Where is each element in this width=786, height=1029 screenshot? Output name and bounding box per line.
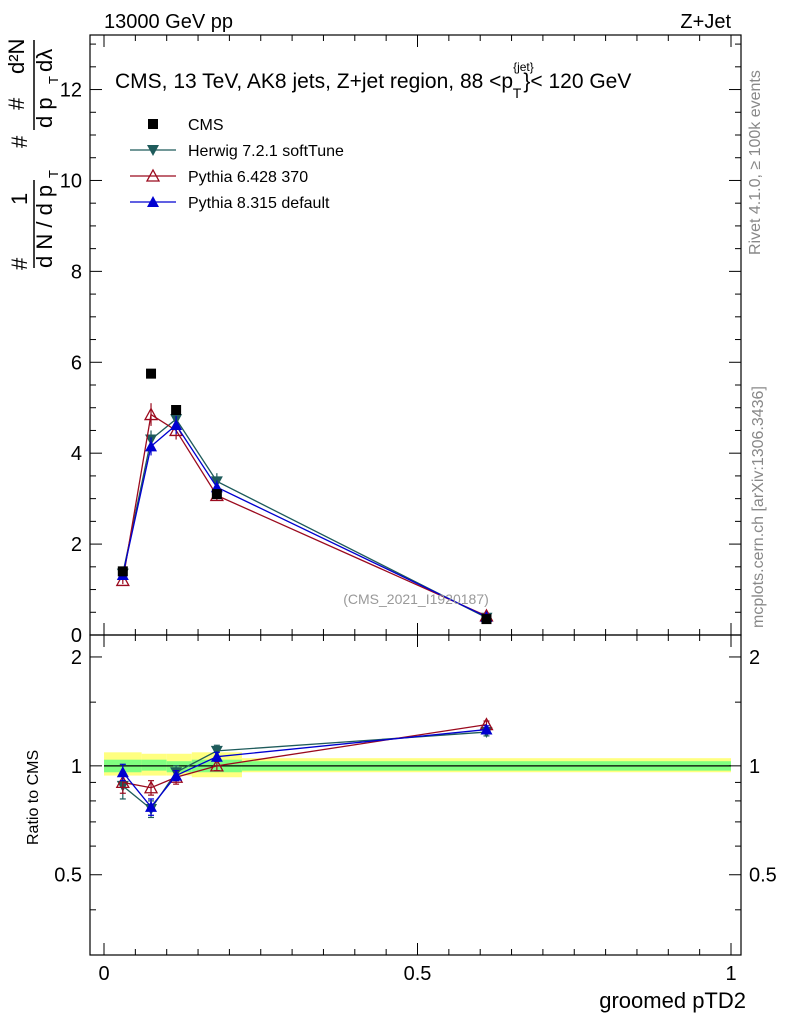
ratio-data-point bbox=[170, 769, 183, 781]
ratio-panel: 0.5 0.51 12 2 0 0.5 1 Ratio to CMS groomed pT… bbox=[25, 35, 777, 1013]
main-data-point bbox=[146, 368, 157, 379]
ratio-frame bbox=[89, 634, 742, 956]
header-left: 13000 GeV pp bbox=[104, 11, 233, 33]
xtick-label: 0.5 bbox=[404, 963, 432, 985]
band-inner-segment bbox=[141, 759, 167, 771]
main-series-0 bbox=[117, 368, 492, 625]
legend-entry-3: Pythia 8.315 default bbox=[130, 195, 330, 212]
main-title-sup: {jet} bbox=[513, 60, 534, 74]
ratio-ytick-label-right: 1 bbox=[749, 756, 760, 778]
legend-marker bbox=[148, 119, 158, 129]
legend-marker bbox=[147, 145, 159, 156]
ratio-data-point bbox=[115, 775, 130, 789]
main-data-point bbox=[211, 489, 222, 500]
ylabel-dpt-sub: T bbox=[46, 76, 61, 84]
main-ytick-label: 0 bbox=[71, 625, 82, 647]
ylabel-d2n: d²N bbox=[4, 39, 29, 74]
ratio-ytick-label: 2 bbox=[71, 647, 82, 669]
main-ytick-label: 4 bbox=[71, 443, 82, 465]
ratio-data-point bbox=[143, 780, 159, 794]
main-data-point bbox=[145, 440, 158, 452]
legend-entry-1: Herwig 7.2.1 softTune bbox=[130, 143, 344, 160]
ratio-data-point bbox=[145, 800, 158, 812]
header-right: Z+Jet bbox=[680, 11, 731, 33]
watermark: (CMS_2021_I1920187) bbox=[343, 591, 489, 607]
main-ytick-label: 2 bbox=[71, 534, 82, 556]
legend-marker bbox=[147, 196, 159, 207]
x-axis-label: groomed pTD2 bbox=[599, 988, 746, 1013]
xtick-label: 0 bbox=[98, 963, 109, 985]
main-series-2 bbox=[115, 403, 494, 622]
ratio-y-ticks: 0.5 0.5 1 1 2 2 bbox=[54, 647, 777, 911]
main-title-tail: }< 120 GeV bbox=[523, 70, 631, 93]
xtick-label: 1 bbox=[725, 963, 736, 985]
main-ytick-label: 6 bbox=[71, 352, 82, 374]
main-ytick-label: 10 bbox=[60, 170, 82, 192]
main-data-point bbox=[481, 614, 492, 625]
main-series-line bbox=[122, 418, 487, 619]
main-data-point bbox=[117, 566, 128, 577]
ylabel-hash-1: # bbox=[7, 257, 32, 270]
legend-marker bbox=[145, 168, 161, 182]
ylabel-dn: d N / d p bbox=[32, 185, 57, 268]
legend: CMS Herwig 7.2.1 softTune Pythia 6.428 370… bbox=[130, 117, 344, 212]
main-series-line bbox=[122, 424, 487, 618]
rivet-label: Rivet 4.1.0, ≥ 100k events bbox=[747, 70, 764, 255]
x-ticks: 0 0.5 1 bbox=[98, 35, 737, 985]
main-series-line bbox=[122, 413, 487, 617]
main-data-point bbox=[143, 407, 159, 421]
main-title-sub: T bbox=[513, 85, 522, 101]
ratio-ytick-label: 0.5 bbox=[54, 865, 82, 887]
ratio-data-point bbox=[210, 750, 223, 762]
ratio-data-point bbox=[209, 758, 224, 772]
main-ylabel: # 1 d N / d p T # # d²N d p T dλ bbox=[4, 39, 61, 270]
legend-label: CMS bbox=[188, 117, 224, 134]
ratio-data-point bbox=[480, 723, 493, 735]
band-inner-segment bbox=[166, 761, 192, 773]
main-title-text: CMS, 13 TeV, AK8 jets, Z+jet region, 88 … bbox=[115, 70, 513, 93]
main-panel: 0 2 4 6 8 10 12 CMS, 13 TeV, AK8 jets, Z+jet r… bbox=[4, 34, 742, 647]
main-y-ticks: 0 2 4 6 8 10 12 bbox=[60, 43, 741, 647]
legend-entry-2: Pythia 6.428 370 bbox=[130, 168, 308, 186]
legend-entry-0: CMS bbox=[148, 117, 224, 134]
main-series-layer bbox=[115, 368, 494, 625]
ylabel-dn-sub: T bbox=[46, 170, 61, 178]
main-data-point bbox=[170, 419, 183, 430]
main-title: CMS, 13 TeV, AK8 jets, Z+jet region, 88 … bbox=[115, 60, 631, 101]
mcplots-label: mcplots.cern.ch [arXiv:1306.3436] bbox=[750, 386, 767, 628]
ratio-ytick-label: 1 bbox=[71, 756, 82, 778]
main-data-point bbox=[171, 405, 182, 415]
ylabel-hash-3: # bbox=[4, 97, 29, 110]
ylabel-dlambda: dλ bbox=[32, 49, 57, 72]
ratio-ytick-label-right: 2 bbox=[749, 647, 760, 669]
ylabel-dpt: d p bbox=[32, 97, 57, 128]
ratio-series-2 bbox=[116, 723, 493, 816]
legend-label: Herwig 7.2.1 softTune bbox=[188, 143, 344, 160]
ratio-ylabel: Ratio to CMS bbox=[25, 750, 42, 845]
ratio-series-layer bbox=[115, 717, 494, 819]
ratio-ytick-label-right: 0.5 bbox=[749, 865, 777, 887]
main-ytick-label: 12 bbox=[60, 80, 82, 102]
ylabel-one: 1 bbox=[7, 193, 32, 205]
ratio-data-point bbox=[116, 766, 129, 778]
legend-label: Pythia 8.315 default bbox=[188, 195, 330, 212]
ylabel-hash-2: # bbox=[7, 135, 32, 148]
legend-label: Pythia 6.428 370 bbox=[188, 169, 308, 186]
main-ytick-label: 8 bbox=[71, 261, 82, 283]
